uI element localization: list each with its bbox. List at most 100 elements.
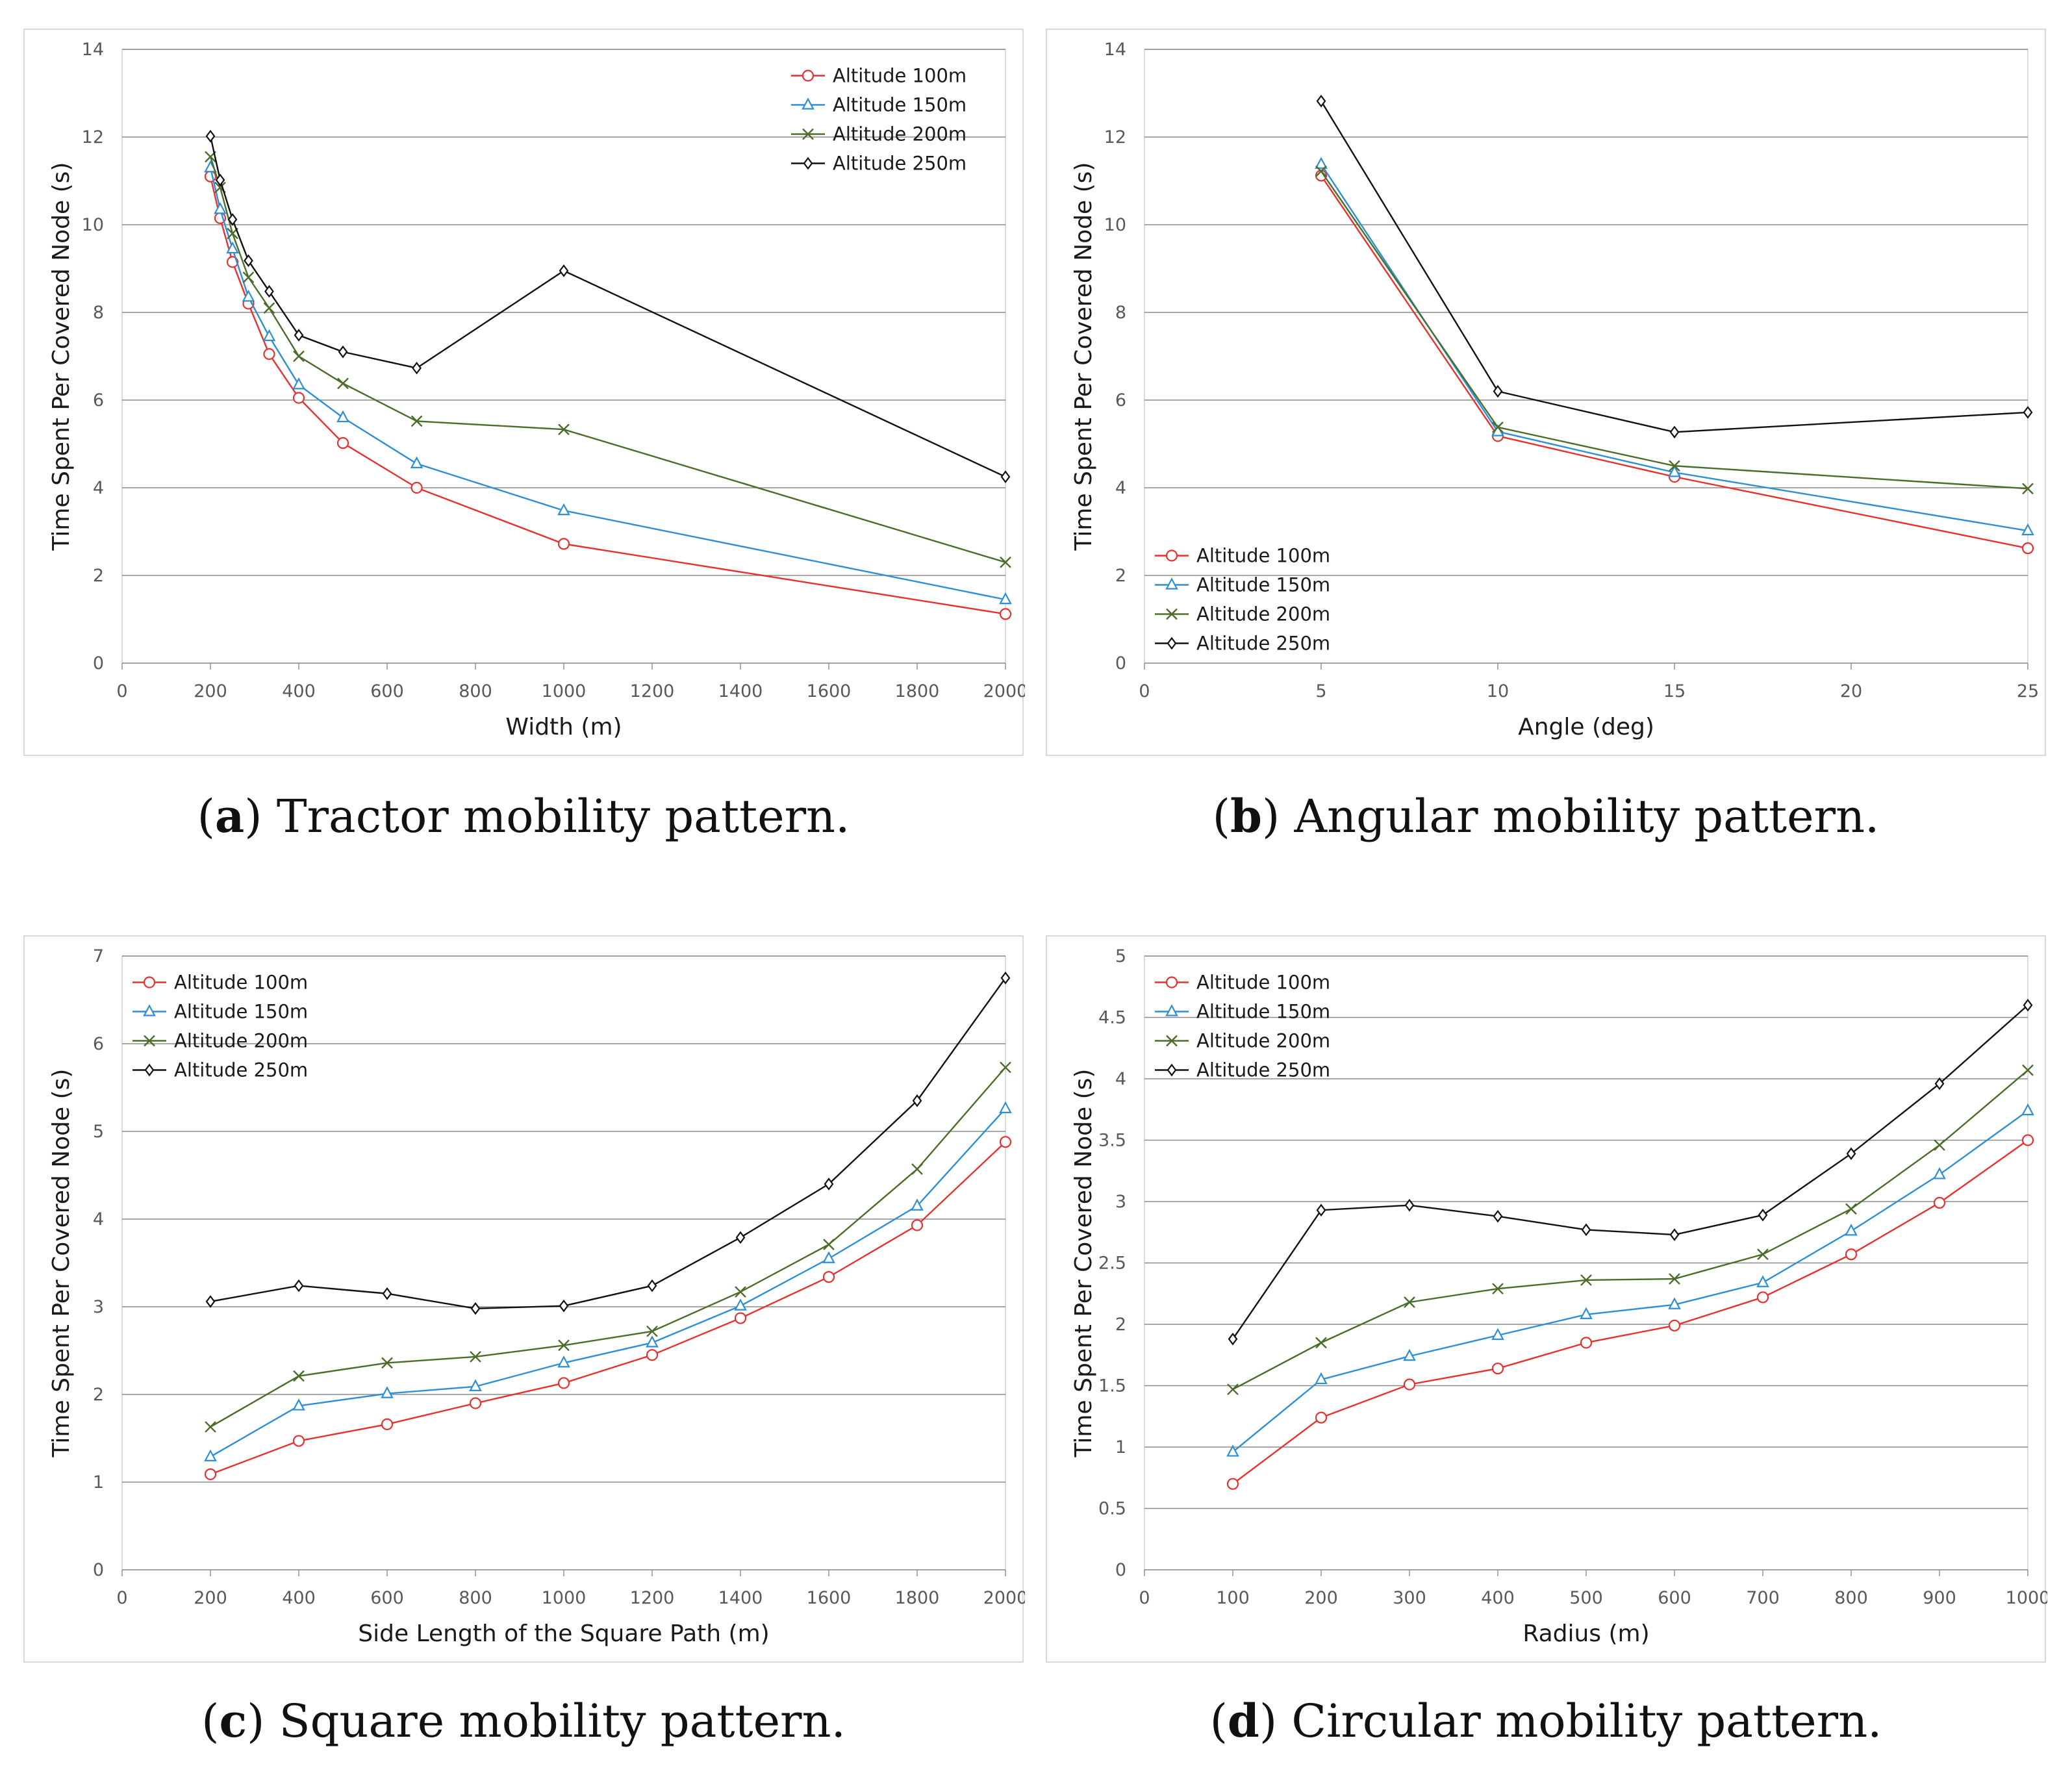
legend-item: Altitude 150m	[133, 1001, 308, 1023]
data-point	[2022, 1064, 2034, 1076]
data-point	[1403, 1348, 1416, 1361]
legend-item: Altitude 100m	[133, 972, 308, 994]
series-line	[210, 1108, 1006, 1457]
y-tick-label: 7	[93, 946, 104, 966]
legend-label: Altitude 200m	[833, 123, 967, 145]
data-point	[1669, 425, 1680, 439]
chart-b: 0 2 4 6 8 10 12 14 0 5 10 15 20 25 Angle (deg) Time Spe…	[1070, 40, 2039, 740]
chart-panel-a: 0 2 4 6 8 10 12 14 0 200 400 600 800 1000 1200 1400 1600…	[23, 29, 1025, 756]
x-tick-label: 400	[282, 1588, 316, 1608]
data-point	[823, 1239, 835, 1250]
y-tick-label: 0	[93, 653, 104, 674]
x-tick-label: 0	[1139, 1588, 1150, 1608]
y-tick-label: 0	[1115, 653, 1126, 674]
y-tick-label: 5	[93, 1122, 104, 1142]
x-tick-label: 100	[1216, 1588, 1250, 1608]
x-tick-label: 1000	[542, 681, 587, 701]
data-point	[1226, 1444, 1239, 1457]
data-point	[646, 1335, 659, 1348]
data-point	[381, 1418, 394, 1431]
data-point	[1000, 1061, 1011, 1074]
data-point	[215, 173, 225, 186]
y-axis-title: Time Spent Per Covered Node (s)	[48, 162, 75, 551]
y-tick-label: 14	[82, 40, 104, 60]
series-line	[209, 167, 1006, 601]
series-altitude-150m	[204, 160, 1012, 605]
y-tick-label: 0.5	[1098, 1499, 1126, 1519]
x-tick-label: 1400	[718, 681, 763, 701]
y-tick-label: 6	[1115, 390, 1126, 410]
data-point	[1581, 1223, 1591, 1237]
y-tick-label: 8	[1115, 303, 1126, 323]
legend-label: Altitude 200m	[174, 1030, 308, 1052]
legend-marker	[1166, 608, 1178, 620]
legend-marker	[803, 157, 813, 170]
y-axis-title: Time Spent Per Covered Node (s)	[1070, 1069, 1097, 1458]
data-point	[1580, 1337, 1593, 1349]
y-tick-label: 4	[1115, 1069, 1126, 1089]
y-tick-label: 4.5	[1098, 1008, 1126, 1028]
data-point	[293, 350, 305, 362]
x-tick-label: 200	[1304, 1588, 1338, 1608]
data-point	[2023, 998, 2033, 1012]
data-point	[226, 241, 239, 254]
chart-a: 0 2 4 6 8 10 12 14 0 200 400 600 800 1000 1200 1400 1600…	[48, 40, 1025, 740]
series-altitude-150m	[1226, 1103, 2034, 1457]
data-point	[557, 538, 570, 550]
series-altitude-100m	[204, 170, 1012, 620]
data-point	[1315, 1372, 1328, 1385]
data-point	[1668, 465, 1681, 477]
data-point	[1404, 1296, 1415, 1308]
data-point	[292, 1398, 305, 1411]
data-point	[1316, 94, 1326, 108]
data-point	[646, 1349, 659, 1361]
data-point	[226, 256, 239, 268]
data-point	[1316, 1204, 1326, 1217]
y-tick-label: 5	[1115, 946, 1126, 966]
series-line	[1320, 170, 2028, 490]
y-tick-label: 3	[1115, 1192, 1126, 1212]
x-tick-label: 20	[1840, 681, 1862, 701]
series-line	[209, 157, 1006, 563]
data-point	[1493, 384, 1503, 398]
legend-label: Altitude 250m	[833, 153, 967, 175]
x-tick-label: 600	[370, 681, 404, 701]
data-point	[337, 377, 349, 390]
series-line	[210, 977, 1006, 1309]
data-point	[469, 1379, 482, 1391]
data-point	[263, 302, 275, 314]
legend-label: Altitude 100m	[1196, 972, 1330, 994]
legend-item: Altitude 200m	[791, 123, 967, 145]
x-tick-label: 0	[116, 1588, 127, 1608]
legend-label: Altitude 150m	[1196, 574, 1330, 596]
data-point	[557, 1355, 570, 1368]
x-tick-label: 1400	[718, 1588, 763, 1608]
data-point	[2021, 1103, 2034, 1116]
data-point	[336, 437, 349, 449]
data-point	[999, 592, 1012, 605]
y-tick-label: 2	[93, 1385, 104, 1405]
data-point	[382, 1287, 392, 1300]
x-tick-label: 200	[194, 681, 227, 701]
legend-label: Altitude 150m	[1196, 1001, 1330, 1023]
caption-b: (b) Angular mobility pattern.	[1212, 789, 1880, 843]
data-point	[205, 1421, 216, 1433]
data-point	[1492, 1283, 1504, 1295]
legend-item: Altitude 150m	[1155, 574, 1330, 596]
data-point	[1000, 470, 1011, 483]
chart-c: 0 1 2 3 4 5 6 7 0 200 400 600 800 1000 1200 1400 1600 180…	[48, 946, 1025, 1647]
y-tick-label: 12	[82, 127, 104, 147]
data-point	[1668, 1319, 1681, 1331]
series-altitude-100m	[1315, 170, 2034, 555]
legend-item: Altitude 250m	[1155, 633, 1330, 655]
data-point	[204, 1449, 217, 1461]
y-tick-label: 6	[93, 1034, 104, 1054]
y-tick-label: 2	[93, 566, 104, 586]
y-axis-title: Time Spent Per Covered Node (s)	[48, 1069, 75, 1458]
chart-panel-d: 0 0.5 1 1.5 2 2.5 3 3.5 4 4.5 5 0 100 200 300 400 500 600…	[1046, 935, 2047, 1663]
legend-marker	[143, 1004, 156, 1016]
data-point	[470, 1302, 481, 1315]
legend-item: Altitude 100m	[1155, 972, 1330, 994]
data-point	[205, 129, 216, 143]
data-point	[205, 1295, 216, 1308]
